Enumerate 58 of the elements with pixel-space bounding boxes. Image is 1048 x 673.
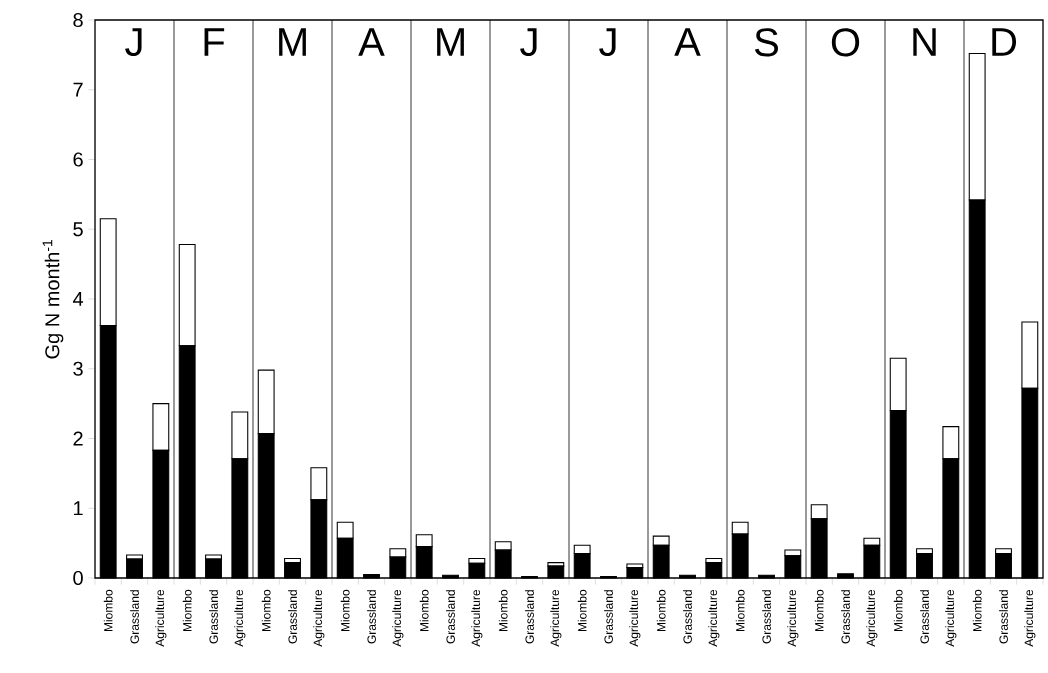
x-tick-label: Miombo bbox=[103, 589, 113, 632]
x-tick-label: Miombo bbox=[182, 589, 192, 632]
y-tick-label: 2 bbox=[73, 431, 83, 446]
x-tick-label: Miombo bbox=[498, 589, 508, 632]
y-tick-label: 5 bbox=[73, 222, 83, 237]
x-tick-label: Agriculture bbox=[392, 589, 404, 647]
x-tick-label: Grassland bbox=[841, 590, 850, 644]
annotation: F bbox=[204, 28, 225, 56]
y-tick-label: 8 bbox=[73, 12, 83, 28]
x-tick-label: Grassland bbox=[130, 590, 139, 644]
x-tick-label: Agriculture bbox=[234, 589, 246, 647]
x-tick-label: Miombo bbox=[340, 589, 350, 632]
x-tick-label: Miombo bbox=[735, 589, 745, 632]
x-tick-label: Miombo bbox=[893, 589, 903, 632]
x-tick-label: Miombo bbox=[419, 589, 429, 632]
y-tick-label: 4 bbox=[72, 292, 84, 306]
x-tick-label: Miombo bbox=[261, 589, 271, 632]
y-tick-label: 1 bbox=[74, 501, 83, 516]
y-tick-label: 3 bbox=[73, 361, 83, 376]
annotation: D bbox=[992, 28, 1017, 56]
x-tick-label: Agriculture bbox=[787, 589, 799, 647]
x-tick-label: Grassland bbox=[604, 590, 613, 644]
annotation: M bbox=[437, 28, 464, 56]
x-tick-label: Miombo bbox=[656, 589, 666, 632]
x-tick-label: Miombo bbox=[577, 589, 587, 632]
x-tick-label: Grassland bbox=[525, 590, 534, 644]
x-tick-label: Grassland bbox=[367, 590, 376, 644]
annotation: N bbox=[913, 28, 936, 56]
x-tick-label: Grassland bbox=[209, 590, 218, 644]
x-tick-label: Grassland bbox=[446, 590, 455, 644]
x-tick-label: Agriculture bbox=[471, 589, 483, 647]
x-tick-label: Grassland bbox=[288, 590, 297, 644]
x-tick-label: Grassland bbox=[683, 590, 692, 644]
annotation: O bbox=[831, 28, 860, 57]
y-axis-title: Gg N month$^{-1}$ bbox=[42, 239, 64, 359]
x-tick-label: Agriculture bbox=[155, 589, 167, 647]
annotation: J bbox=[599, 28, 616, 57]
x-tick-label: Agriculture bbox=[313, 589, 325, 647]
x-tick-label: Agriculture bbox=[866, 589, 878, 647]
x-tick-label: Agriculture bbox=[550, 589, 562, 647]
x-tick-label: Agriculture bbox=[1024, 589, 1036, 647]
annotation: J bbox=[125, 28, 142, 57]
x-tick-label: Miombo bbox=[972, 589, 982, 632]
y-tick-label: 0 bbox=[73, 570, 83, 586]
annotation: A bbox=[674, 28, 701, 56]
x-tick-label: Grassland bbox=[999, 590, 1008, 644]
annotation: M bbox=[279, 28, 306, 56]
x-tick-label: Miombo bbox=[814, 589, 824, 632]
x-tick-label: Agriculture bbox=[629, 589, 641, 647]
annotation: S bbox=[754, 28, 779, 57]
x-tick-label: Grassland bbox=[920, 590, 929, 644]
y-tick-label: 6 bbox=[73, 152, 83, 167]
annotation: J bbox=[520, 28, 537, 57]
x-tick-label: Grassland bbox=[762, 590, 771, 644]
x-tick-label: Agriculture bbox=[708, 589, 720, 647]
x-tick-label: Agriculture bbox=[945, 589, 957, 647]
annotation: A bbox=[358, 28, 385, 56]
y-tick-label: 7 bbox=[73, 82, 83, 97]
